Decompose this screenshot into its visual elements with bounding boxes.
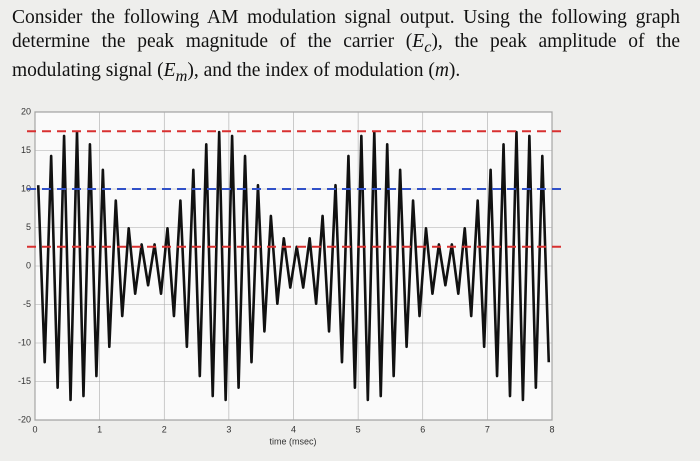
x-tick-label: 3 xyxy=(226,424,231,434)
y-tick-label: -5 xyxy=(23,299,31,309)
x-tick-label: 0 xyxy=(32,424,37,434)
x-tick-label: 8 xyxy=(549,424,554,434)
symbol: E xyxy=(163,59,176,81)
question-text: Consider the following AM modulation sig… xyxy=(12,7,680,52)
question-text: ), and the index of modulation ( xyxy=(187,59,435,81)
question-text: ), the peak amplitude of the modulating … xyxy=(12,31,680,81)
y-tick-label: 0 xyxy=(26,260,31,270)
x-tick-label: 2 xyxy=(162,424,167,434)
y-tick-label: -10 xyxy=(18,337,31,347)
y-tick-label: 20 xyxy=(21,106,31,116)
y-tick-label: -15 xyxy=(18,376,31,386)
signal-line xyxy=(36,130,551,402)
subscript: m xyxy=(175,66,188,85)
x-tick-label: 5 xyxy=(356,424,361,434)
x-tick-label: 7 xyxy=(485,424,490,434)
x-tick-label: 6 xyxy=(420,424,425,434)
x-tick-label: 4 xyxy=(291,424,296,434)
y-tick-label: -20 xyxy=(18,414,31,424)
y-tick-label: 5 xyxy=(26,222,31,232)
subscript: c xyxy=(424,37,432,56)
y-tick-label: 15 xyxy=(21,145,31,155)
symbol: E xyxy=(412,31,425,52)
y-tick-label: 10 xyxy=(21,183,31,193)
question: Consider the following AM modulation sig… xyxy=(12,6,680,88)
x-axis-label: time (msec) xyxy=(270,436,317,446)
x-tick-label: 1 xyxy=(97,424,102,434)
question-text: ). xyxy=(448,59,461,81)
symbol: m xyxy=(434,59,449,81)
